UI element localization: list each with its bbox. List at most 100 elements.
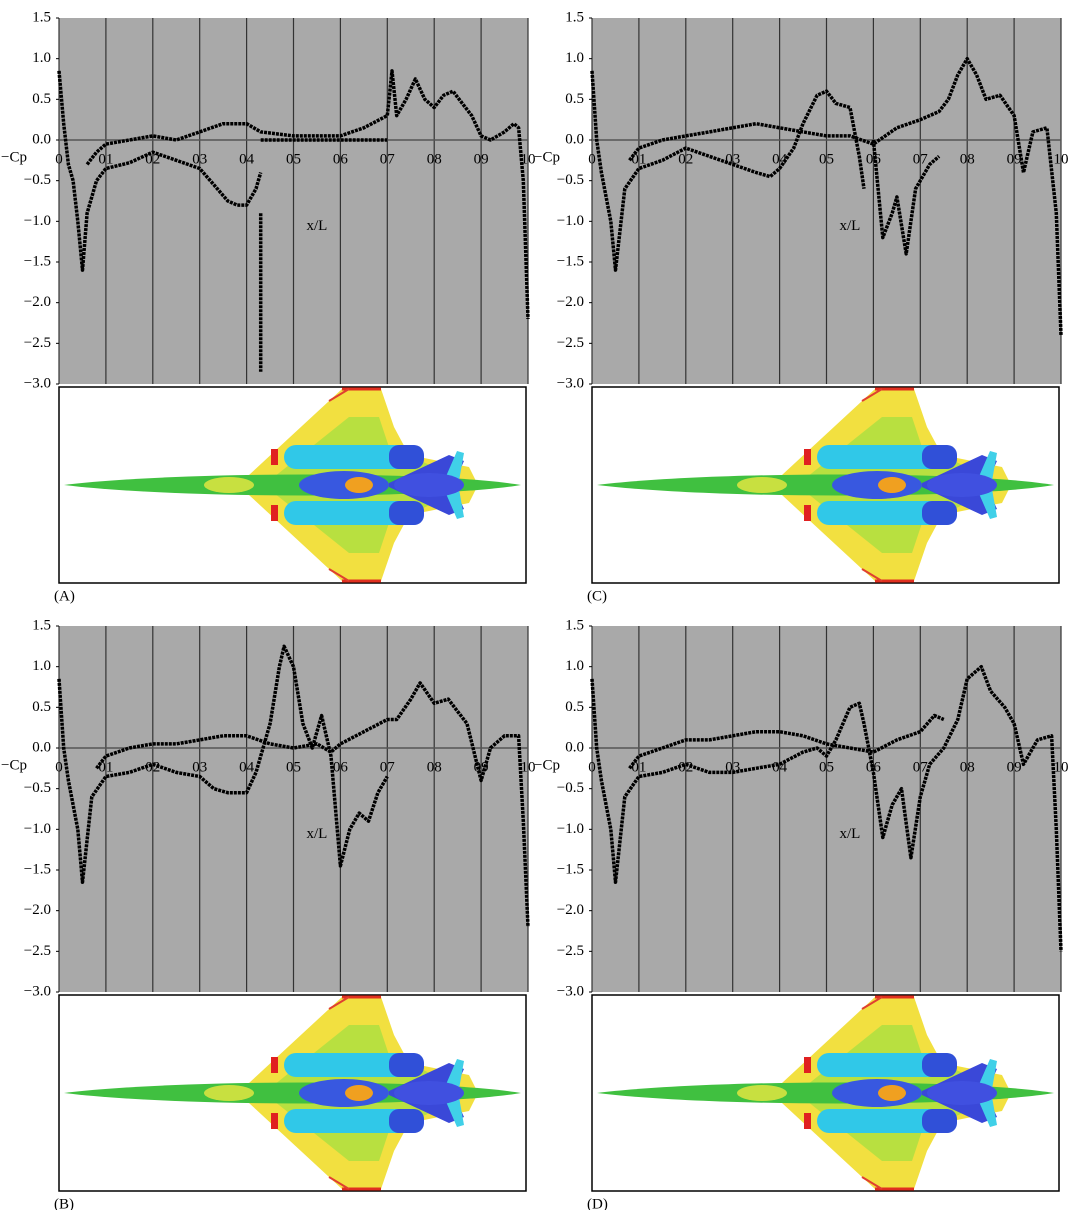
- x-tick-label: 04: [239, 759, 255, 775]
- y-axis-label: −Cp: [534, 757, 560, 773]
- panel: 0 01 02 03 04 05 06 07 08 09 101.51.00.50.0−0.5−1.…: [1, 617, 536, 1210]
- x-tick-label: 0: [55, 151, 63, 167]
- x-axis-label: x/L: [840, 218, 861, 234]
- inlet: [804, 505, 811, 521]
- panel-label: (A): [54, 588, 75, 604]
- tip-edge: [328, 1176, 350, 1190]
- data-line: [628, 713, 945, 770]
- panel: 0 01 02 03 04 05 06 07 08 09 101.51.00.50.0−0.5−1.…: [1, 9, 536, 604]
- nacelle: [817, 1109, 957, 1133]
- nacelle: [284, 501, 424, 525]
- panel-label: (B): [54, 1196, 74, 1210]
- y-axis-label: −Cp: [1, 757, 27, 773]
- x-tick-label: 09: [1007, 759, 1022, 775]
- inlet: [804, 449, 811, 465]
- center-region: [832, 471, 922, 499]
- nacelle-end: [389, 445, 424, 469]
- y-tick-label: −0.5: [557, 172, 584, 188]
- x-axis-label: x/L: [307, 826, 328, 842]
- nacelle: [284, 445, 424, 469]
- tip-edge: [328, 568, 350, 582]
- tip-edge: [861, 1176, 883, 1190]
- center-hot: [878, 477, 906, 493]
- center-hot: [345, 1085, 373, 1101]
- inlet: [271, 1113, 278, 1129]
- y-tick-label: −1.0: [24, 821, 51, 837]
- y-tick-label: 0.0: [565, 131, 584, 147]
- x-tick-label: 05: [286, 759, 301, 775]
- x-tick-label: 10: [1054, 151, 1069, 167]
- x-tick-label: 03: [192, 151, 207, 167]
- nacelle-end: [389, 1053, 424, 1077]
- y-tick-label: −1.5: [24, 861, 51, 877]
- nacelle-end: [922, 1053, 957, 1077]
- nacelle-end: [389, 501, 424, 525]
- x-tick-label: 09: [1007, 151, 1022, 167]
- x-tick-label: 10: [1054, 759, 1069, 775]
- x-tick-label: 07: [380, 759, 396, 775]
- y-tick-label: −1.5: [557, 861, 584, 877]
- data-line: [57, 70, 263, 272]
- x-axis-label: x/L: [840, 826, 861, 842]
- x-tick-label: 01: [98, 759, 113, 775]
- center-region: [832, 1079, 922, 1107]
- fuselage-highlight: [737, 477, 787, 493]
- nacelle-end: [922, 445, 957, 469]
- y-axis-label: −Cp: [1, 149, 27, 165]
- y-tick-label: −0.5: [24, 780, 51, 796]
- data-line: [85, 69, 530, 319]
- x-tick-label: 07: [380, 151, 396, 167]
- nacelle-end: [922, 501, 957, 525]
- nacelle: [817, 1053, 957, 1077]
- x-tick-label: 05: [286, 151, 301, 167]
- x-tick-label: 06: [866, 759, 882, 775]
- inlet: [271, 449, 278, 465]
- nacelle-end: [922, 1109, 957, 1133]
- x-tick-label: 04: [239, 151, 255, 167]
- x-tick-label: 0: [588, 151, 596, 167]
- panel: 0 01 02 03 04 05 06 07 08 09 101.51.00.50.0−0.5−1.…: [534, 617, 1069, 1210]
- nacelle: [284, 1109, 424, 1133]
- y-tick-label: −1.5: [557, 253, 584, 269]
- inlet: [271, 1057, 278, 1073]
- y-tick-label: 0.5: [565, 91, 584, 107]
- inlet: [804, 1113, 811, 1129]
- x-tick-label: 08: [427, 151, 442, 167]
- aft-region: [927, 473, 997, 497]
- y-tick-label: 1.0: [32, 658, 51, 674]
- x-tick-label: 0: [55, 759, 63, 775]
- x-tick-label: 08: [427, 759, 442, 775]
- tip-edge: [861, 996, 883, 1010]
- y-tick-label: −2.5: [24, 943, 51, 959]
- panel-label: (D): [587, 1196, 608, 1210]
- x-tick-label: 05: [819, 151, 834, 167]
- y-tick-label: −3.0: [24, 983, 51, 999]
- x-tick-label: 08: [960, 759, 975, 775]
- y-tick-label: −1.0: [24, 213, 51, 229]
- tip-edge: [861, 568, 883, 582]
- x-tick-label: 07: [913, 151, 929, 167]
- inlet: [271, 505, 278, 521]
- x-tick-label: 06: [333, 759, 349, 775]
- x-tick-label: 0: [588, 759, 596, 775]
- panel: 0 01 02 03 04 05 06 07 08 09 101.51.00.50.0−0.5−1.…: [534, 9, 1069, 604]
- fuselage-highlight: [204, 477, 254, 493]
- y-tick-label: −1.0: [557, 213, 584, 229]
- y-tick-label: 1.5: [565, 617, 584, 633]
- y-tick-label: 1.0: [565, 50, 584, 66]
- y-tick-label: −0.5: [557, 780, 584, 796]
- x-axis-label: x/L: [307, 218, 328, 234]
- center-region: [299, 471, 389, 499]
- x-tick-label: 08: [960, 151, 975, 167]
- y-tick-label: 0.0: [565, 739, 584, 755]
- aft-region: [394, 1081, 464, 1105]
- y-tick-label: −3.0: [557, 983, 584, 999]
- center-hot: [345, 477, 373, 493]
- nacelle: [284, 1053, 424, 1077]
- y-tick-label: 1.0: [32, 50, 51, 66]
- nacelle-end: [389, 1109, 424, 1133]
- data-line: [57, 644, 389, 884]
- y-tick-label: −2.0: [24, 294, 51, 310]
- data-line: [871, 139, 941, 256]
